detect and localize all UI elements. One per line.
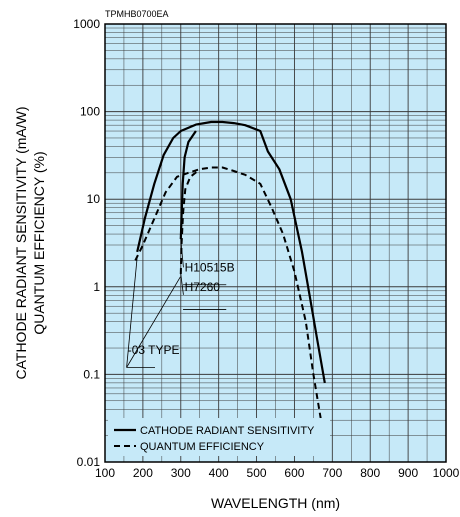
x-tick-label: 400: [209, 466, 229, 480]
y-tick-label: 0.1: [83, 367, 100, 381]
tick-labels: 100 200 300 400 500 600 700 800 900 1000 0.01 0.1 1 1…: [73, 17, 459, 480]
figure-code: TPMHB0700EA: [105, 9, 169, 19]
x-tick-label: 900: [398, 466, 418, 480]
series-line-quantum-efficiency: [134, 166, 328, 450]
y-tick-label: 1: [93, 280, 100, 294]
x-tick-label: 700: [322, 466, 342, 480]
legend-label-cathode-radiant-sensitivity: CATHODE RADIANT SENSITIVITY: [140, 425, 315, 437]
y-axis-title-line2: QUANTUM EFFICIENCY (%): [31, 151, 47, 334]
annotation-h7260: H7260: [185, 280, 221, 294]
annotation-h10515b: H10515B: [185, 260, 235, 274]
y-tick-label: 10: [87, 192, 101, 206]
annotation-03-type: -03 TYPE: [128, 343, 180, 357]
grid: [105, 24, 446, 462]
plot-frame: [104, 23, 447, 463]
x-tick-label: 100: [95, 466, 115, 480]
leader-line-h10515b: [180, 239, 184, 268]
x-axis-title: WAVELENGTH (nm): [211, 495, 340, 511]
x-tick-label: 300: [171, 466, 191, 480]
x-tick-label: 800: [360, 466, 380, 480]
leader-line-03-type-a: [126, 256, 138, 368]
y-axis-title-line1: CATHODE RADIANT SENSITIVITY (mA/W): [13, 106, 29, 379]
leader-line-03-type-b: [126, 276, 181, 368]
legend-box: [108, 418, 330, 456]
series-line-03-type: [179, 130, 197, 240]
x-tick-label: 600: [284, 466, 304, 480]
annotations: H10515B H7260 -03 TYPE: [126, 239, 235, 368]
y-tick-label: 1000: [73, 17, 100, 31]
y-tick-label: 0.01: [77, 455, 101, 469]
y-tick-label: 100: [80, 105, 100, 119]
series-line-cathode-radiant-sensitivity: [136, 120, 326, 384]
x-tick-label: 200: [133, 466, 153, 480]
x-tick-label: 1000: [433, 466, 460, 480]
leader-line-h7260: [180, 273, 184, 295]
x-tick-label: 500: [247, 466, 267, 480]
legend-label-quantum-efficiency: QUANTUM EFFICIENCY: [140, 441, 265, 453]
legend: CATHODE RADIANT SENSITIVITY QUANTUM EFFI…: [108, 418, 330, 456]
